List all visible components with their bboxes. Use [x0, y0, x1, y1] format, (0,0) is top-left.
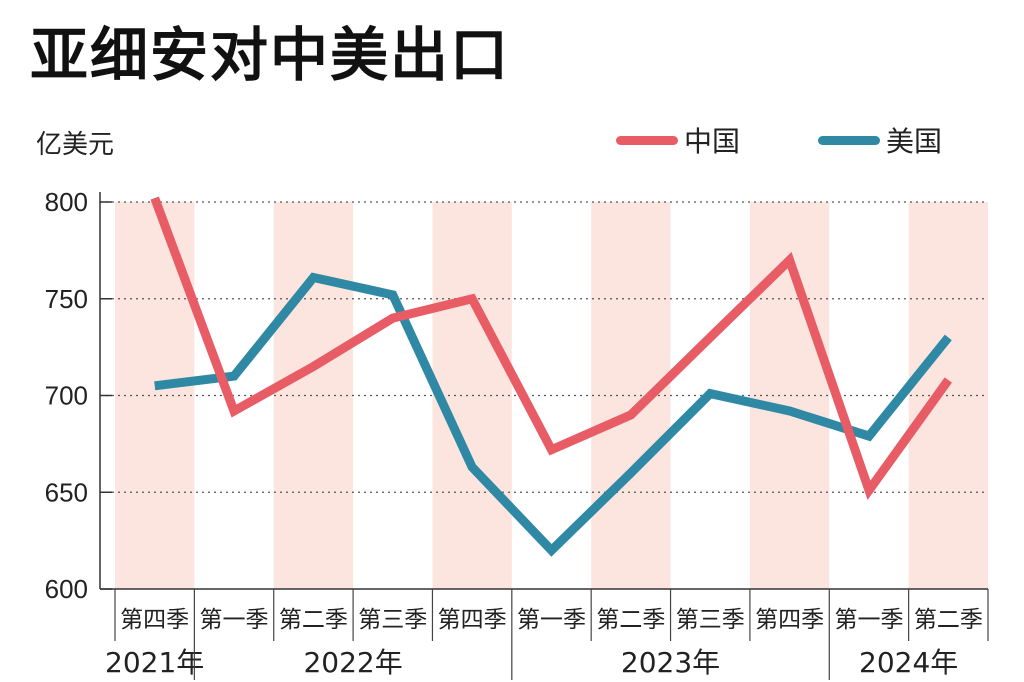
legend-label-usa: 美国 — [886, 125, 943, 158]
y-tick-label: 800 — [45, 187, 88, 217]
chart-title: 亚细安对中美出口 — [30, 21, 511, 89]
x-tick-label: 第四季 — [755, 607, 824, 633]
year-label: 2021年 — [105, 646, 204, 679]
x-tick-label: 第二季 — [596, 607, 665, 633]
year-label: 2024年 — [859, 646, 958, 679]
series-line-china — [150, 196, 952, 500]
x-tick-label: 第三季 — [676, 607, 745, 633]
x-tick-label: 第一季 — [834, 607, 903, 633]
legend-item-china: 中国 — [616, 122, 740, 158]
background-band — [908, 202, 988, 589]
y-tick-label: 750 — [45, 284, 88, 314]
y-tick-label: 600 — [45, 574, 88, 604]
x-tick-label: 第三季 — [358, 607, 427, 633]
x-tick-label: 第一季 — [200, 607, 269, 633]
y-tick-label: 700 — [45, 381, 88, 411]
x-tick-label: 第一季 — [517, 607, 586, 633]
x-tick-label: 第二季 — [914, 607, 983, 633]
legend-swatch-usa — [818, 135, 880, 145]
x-tick-label: 第四季 — [438, 607, 507, 633]
y-axis-unit-label: 亿美元 — [36, 130, 115, 160]
legend-label-china: 中国 — [684, 125, 741, 158]
legend-swatch-china — [616, 135, 678, 145]
x-tick-label: 第四季 — [120, 607, 189, 633]
year-label: 2023年 — [621, 646, 720, 679]
year-label: 2022年 — [303, 646, 402, 679]
y-tick-label: 650 — [45, 477, 88, 507]
series-line-usa — [154, 272, 952, 557]
x-tick-label: 第二季 — [279, 607, 348, 633]
legend-item-usa: 美国 — [818, 122, 942, 158]
